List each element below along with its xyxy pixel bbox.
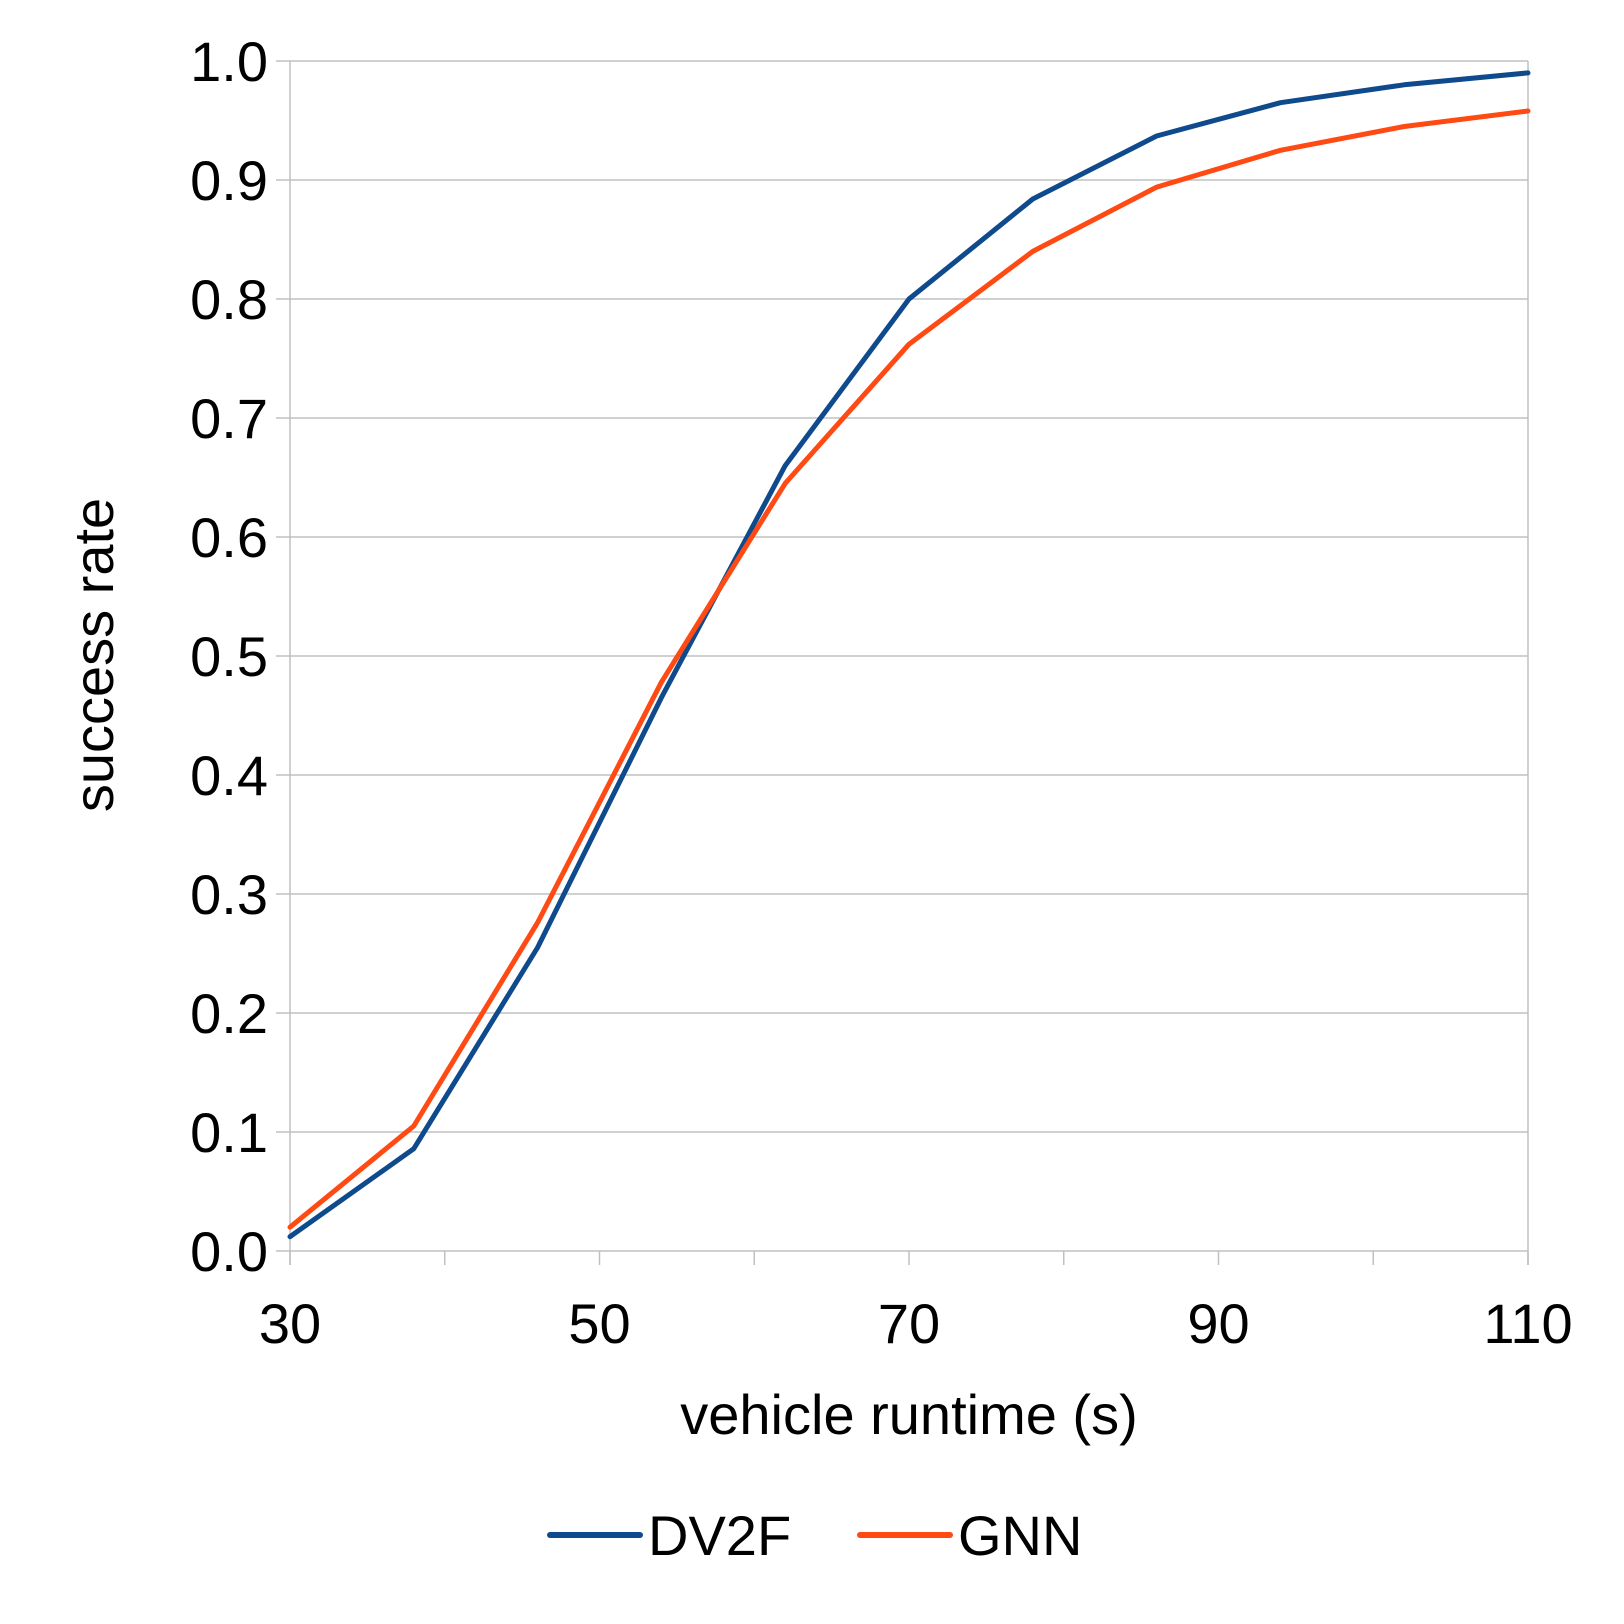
legend-label-gnn: GNN — [958, 1504, 1082, 1567]
y-tick-label: 0.4 — [190, 744, 268, 807]
y-tick-label: 0.9 — [190, 149, 268, 212]
x-tick-label: 30 — [259, 1292, 321, 1355]
y-tick-label: 1.0 — [190, 30, 268, 93]
y-tick-label: 0.2 — [190, 982, 268, 1045]
axes — [289, 61, 1529, 1265]
grid-lines — [276, 60, 1528, 1252]
series-lines — [287, 70, 1531, 1240]
legend: DV2F GNN — [547, 1504, 1082, 1567]
y-tick-label: 0.5 — [190, 625, 268, 688]
y-tick-label: 0.7 — [190, 387, 268, 450]
x-tick-label: 70 — [878, 1292, 940, 1355]
y-tick-label: 0.1 — [190, 1101, 268, 1164]
x-tick-label: 50 — [568, 1292, 630, 1355]
x-axis-title: vehicle runtime (s) — [680, 1383, 1137, 1446]
x-axis-ticks: 30 50 70 90 110 — [259, 1251, 1573, 1355]
y-tick-label: 0.3 — [190, 863, 268, 926]
x-tick-label: 110 — [1483, 1292, 1572, 1355]
y-tick-label: 0.6 — [190, 506, 268, 569]
y-axis-ticks: 0.0 0.1 0.2 0.3 0.4 0.5 0.6 0.7 0.8 0.9 1.0 — [190, 30, 268, 1283]
y-axis-title: success rate — [62, 498, 125, 812]
legend-label-dv2f: DV2F — [648, 1504, 791, 1567]
y-tick-label: 0.0 — [190, 1220, 268, 1283]
x-tick-label: 90 — [1187, 1292, 1249, 1355]
y-tick-label: 0.8 — [190, 268, 268, 331]
series-line-dv2f — [287, 70, 1531, 1240]
series-line-gnn — [287, 108, 1531, 1230]
